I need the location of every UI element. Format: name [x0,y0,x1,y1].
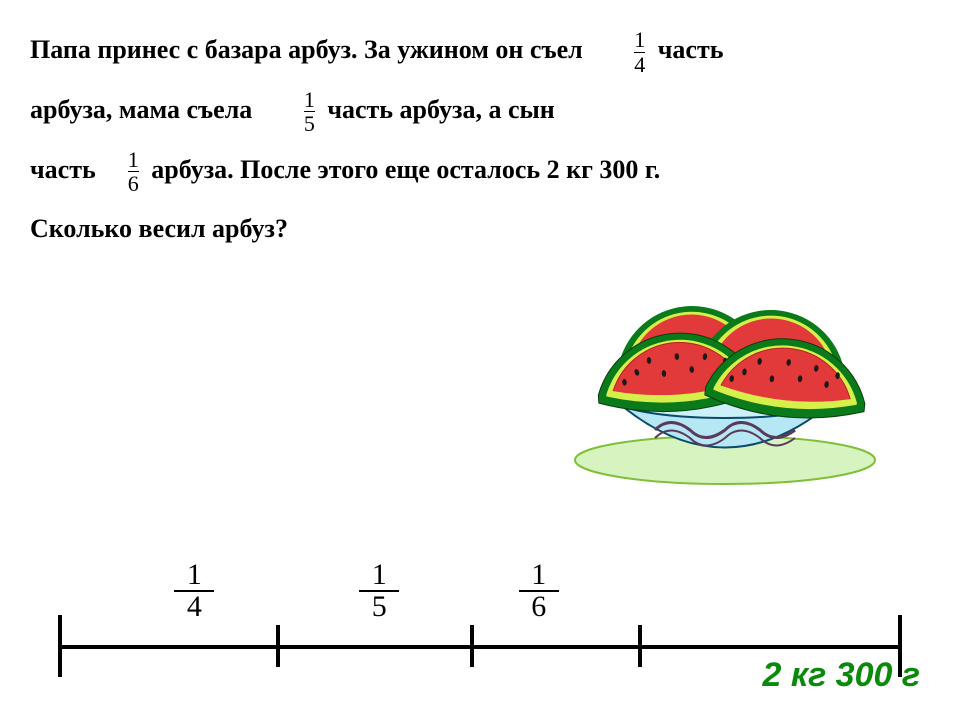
number-line-tick [470,625,474,667]
number-line-fraction: 16 [519,560,559,622]
number-line-fraction: 14 [174,560,214,622]
text-seg-4: часть арбуза, а сын [327,95,554,124]
fraction-mom: 1 5 [304,88,315,135]
fraction-dad: 1 4 [634,28,645,75]
text-seg-7: Сколько весил арбуз? [30,214,288,243]
text-seg-2: часть [658,35,724,64]
number-line-tick [638,625,642,667]
text-seg-5: часть [30,155,96,184]
text-seg-1: Папа принес с базара арбуз. За ужином он… [30,35,583,64]
answer-weight-label: 2 кг 300 г [763,656,921,695]
number-line-tick [58,615,62,677]
text-seg-6: арбуза. После этого еще осталось 2 кг 30… [151,155,660,184]
fraction-son: 1 6 [128,148,139,195]
number-line-tick [276,625,280,667]
text-seg-3: арбуза, мама съела [30,95,252,124]
number-line-fraction: 15 [359,560,399,622]
problem-text: Папа принес с базара арбуз. За ужином он… [30,20,930,259]
number-line-axis [60,645,900,649]
watermelon-bowl-illustration [560,260,890,500]
